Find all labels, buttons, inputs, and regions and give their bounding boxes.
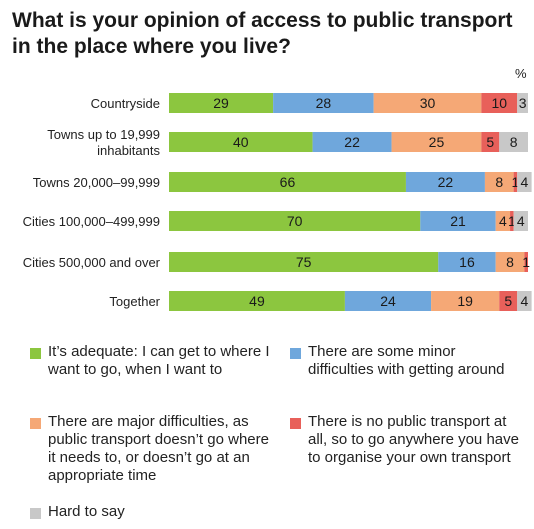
data-label: 10 [491,95,507,111]
bar-segment-adequate [169,172,406,192]
bar-segment-adequate [169,291,345,311]
data-label: 5 [504,293,512,309]
bar-segment-minor [273,93,374,113]
data-label: 16 [459,254,475,270]
data-label: 30 [420,95,436,111]
stacked-bar-chart: Countryside 29 28 30 10 3 Towns up to 19,999 in… [23,93,532,311]
legend-swatch [30,418,41,429]
category-label: Together [109,294,160,309]
bar-segment-major [495,211,511,231]
data-label: 66 [280,174,296,190]
chart-title: What is your opinion of access to public… [12,9,513,58]
data-label: 4 [521,174,529,190]
bar-segment-none [481,93,518,113]
bar-segment-adequate [169,211,421,231]
bar-segment-major [431,291,500,311]
bar-segment-major [373,93,482,113]
data-label: 29 [213,95,229,111]
data-label: 4 [521,293,529,309]
data-label: 1 [522,254,530,270]
bar-segment-minor [312,132,392,152]
data-label: 8 [506,254,514,270]
legend-item-hard: Hard to say [30,503,270,521]
bar-segment-major [495,252,525,272]
data-label: 4 [499,213,507,229]
data-label: 8 [510,134,518,150]
bar-segment-minor [420,211,496,231]
bar-segment-none [481,132,500,152]
data-label: 1 [512,174,520,190]
legend-swatch [290,418,301,429]
data-label: 8 [495,174,503,190]
bar-segment-major [484,172,514,192]
bar-segment-none [510,211,514,231]
legend-label: Hard to say [48,503,125,520]
bar-segment-hard [517,172,532,192]
bar-segment-major [391,132,482,152]
legend-item-adequate: It’s adequate: I can get to where I want… [30,343,270,379]
unit-label: % [515,66,527,81]
data-label: 25 [429,134,445,150]
bar-segment-minor [405,172,485,192]
bar-segment-adequate [169,252,439,272]
bar-segment-hard [513,211,528,231]
bar-segment-minor [438,252,496,272]
bar-segment-adequate [169,132,313,152]
data-label: 5 [486,134,494,150]
legend-swatch [30,348,41,359]
category-label: Cities 100,000–499,999 [23,214,160,229]
data-label: 28 [316,95,332,111]
bar-segment-adequate [169,93,274,113]
data-label: 3 [519,95,527,111]
data-label: 22 [344,134,360,150]
bar-segment-none [513,172,518,192]
bar-segment-hard [499,132,528,152]
data-label: 1 [508,213,516,229]
bar-segment-hard [517,291,532,311]
category-label: Countryside [91,96,160,111]
data-label: 22 [438,174,454,190]
legend-swatch [290,348,301,359]
legend-item-none: There is no public transport at all, so … [290,413,525,467]
bar-segment-minor [344,291,432,311]
category-label: Cities 500,000 and over [23,255,161,270]
category-label: Towns up to 19,999 inhabitants [47,127,160,158]
legend-item-minor: There are some minor difficulties with g… [290,343,520,379]
legend-label: There is no public transport at all, so … [308,413,519,466]
legend-item-major: There are major difficulties, as public … [30,413,280,485]
data-label: 70 [287,213,303,229]
data-label: 24 [380,293,396,309]
bar-segment-none [524,252,528,272]
legend-label: There are some minor difficulties with g… [308,343,505,378]
legend-swatch [30,508,41,519]
data-label: 4 [517,213,525,229]
data-label: 21 [450,213,466,229]
legend-label: It’s adequate: I can get to where I want… [48,343,270,378]
data-label: 49 [249,293,265,309]
data-label: 40 [233,134,249,150]
bar-segment-hard [517,93,528,113]
legend-label: There are major difficulties, as public … [48,413,269,484]
category-label: Towns 20,000–99,999 [33,175,160,190]
data-label: 19 [457,293,473,309]
bar-segment-none [499,291,518,311]
data-label: 75 [296,254,312,270]
